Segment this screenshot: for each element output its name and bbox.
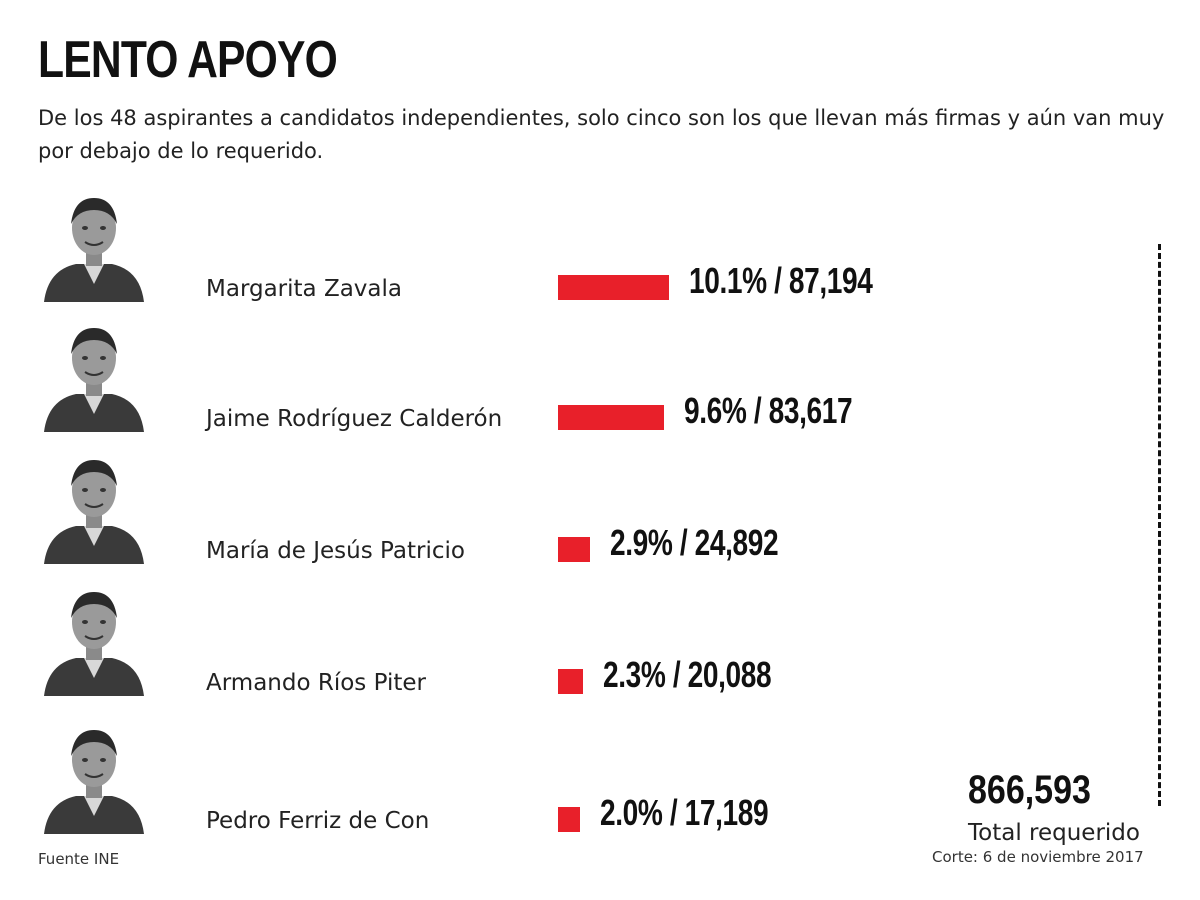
total-required-value: 866,593 xyxy=(968,768,1091,812)
chart-title: LENTO APOYO xyxy=(38,31,338,89)
bar-jaime-rodriguez-calderon xyxy=(558,405,664,430)
candidate-photo xyxy=(38,184,150,302)
chart-subtitle: De los 48 aspirantes a candidatos indepe… xyxy=(38,106,1165,163)
total-required-label: Total requerido xyxy=(968,820,1140,846)
value-label-pedro-ferriz-de-con: 2.0% / 17,189 xyxy=(600,792,769,833)
candidate-photo xyxy=(38,716,150,834)
value-label-maria-de-jesus-patricio: 2.9% / 24,892 xyxy=(610,522,779,563)
cutoff-date: Corte: 6 de noviembre 2017 xyxy=(932,848,1144,866)
candidate-photo xyxy=(38,578,150,696)
candidate-name-pedro-ferriz-de-con: Pedro Ferriz de Con xyxy=(206,808,430,834)
bar-maria-de-jesus-patricio xyxy=(558,537,590,562)
candidate-name-margarita-zavala: Margarita Zavala xyxy=(206,276,402,302)
value-label-jaime-rodriguez-calderon: 9.6% / 83,617 xyxy=(684,390,853,431)
candidate-name-jaime-rodriguez-calderon: Jaime Rodríguez Calderón xyxy=(206,406,503,432)
source-note: Fuente INE xyxy=(38,850,120,868)
total-required-line xyxy=(1158,244,1161,806)
candidate-photo xyxy=(38,446,150,564)
bar-margarita-zavala xyxy=(558,275,669,300)
value-label-armando-rios-piter: 2.3% / 20,088 xyxy=(603,654,772,695)
bar-armando-rios-piter xyxy=(558,669,583,694)
value-label-margarita-zavala: 10.1% / 87,194 xyxy=(689,260,873,301)
bar-pedro-ferriz-de-con xyxy=(558,807,580,832)
candidate-name-armando-rios-piter: Armando Ríos Piter xyxy=(206,670,426,696)
candidate-name-maria-de-jesus-patricio: María de Jesús Patricio xyxy=(206,538,465,564)
candidate-photo xyxy=(38,314,150,432)
